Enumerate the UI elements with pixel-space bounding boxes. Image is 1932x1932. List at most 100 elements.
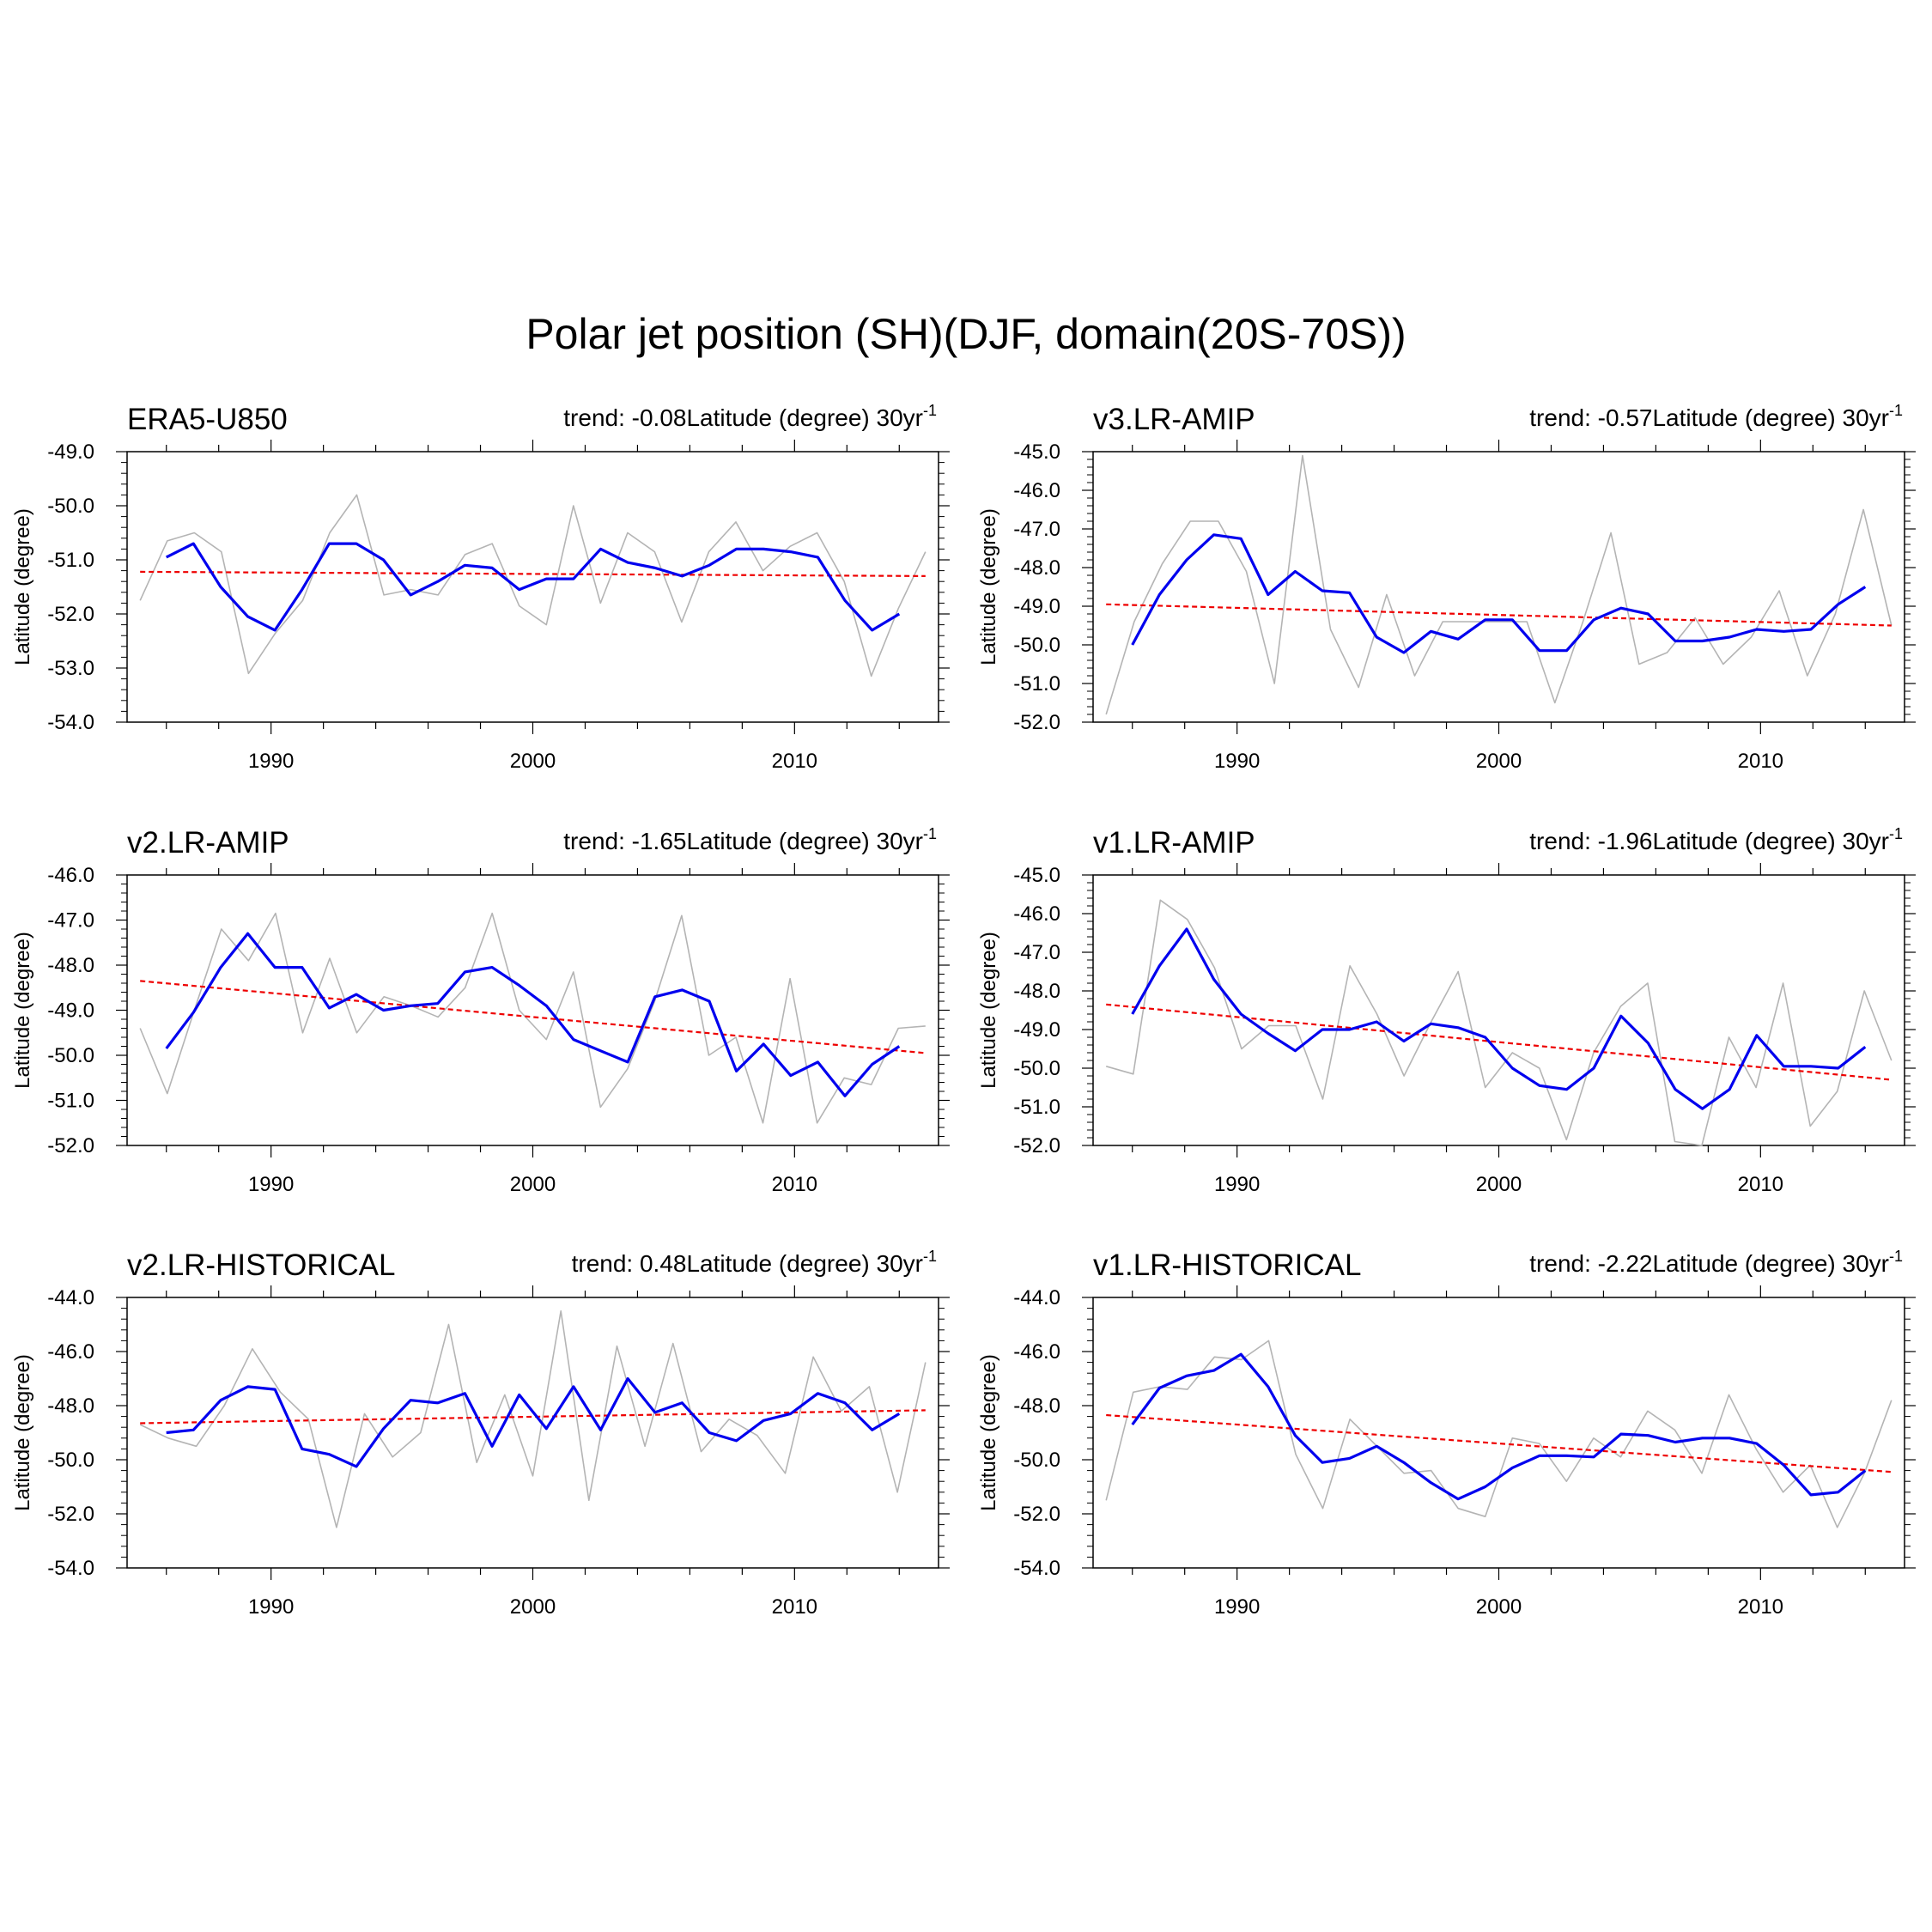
y-tick-label: -46.0 xyxy=(1013,1340,1060,1364)
y-tick-label: -52.0 xyxy=(1013,1134,1060,1157)
y-tick-label: -52.0 xyxy=(1013,1503,1060,1526)
chart-panel-2: v3.LR-AMIP trend: -0.57Latitude (degree) … xyxy=(977,402,1916,773)
plot-frame xyxy=(1092,874,1905,1146)
trend-line xyxy=(1106,603,1892,627)
trend-label: trend: -0.08Latitude (degree) 30yr-1 xyxy=(563,402,937,431)
x-tick-label: 2000 xyxy=(510,750,556,773)
y-tick-label: -52.0 xyxy=(47,1134,94,1157)
chart-panel-3: v2.LR-AMIP trend: -1.65Latitude (degree) … xyxy=(11,825,950,1196)
y-tick-label: -48.0 xyxy=(1013,980,1060,1003)
y-tick-label: -51.0 xyxy=(1013,1096,1060,1119)
y-tick-label: -54.0 xyxy=(47,711,94,734)
trend-label: trend: -1.65Latitude (degree) 30yr-1 xyxy=(563,825,937,854)
chart-panel-4: v1.LR-AMIP trend: -1.96Latitude (degree) … xyxy=(977,825,1916,1196)
y-tick-label: -50.0 xyxy=(1013,634,1060,657)
trend-label: trend: -0.57Latitude (degree) 30yr-1 xyxy=(1529,402,1903,431)
plot-frame xyxy=(1092,451,1905,723)
smoothed-series-line xyxy=(1131,927,1867,1110)
x-tick-label: 2010 xyxy=(772,1595,817,1619)
y-axis-label: Latitude (degree) xyxy=(11,1354,34,1511)
panel-title: v2.LR-HISTORICAL xyxy=(127,1249,396,1282)
y-tick-label: -51.0 xyxy=(47,1090,94,1113)
x-tick-label: 1990 xyxy=(248,750,294,773)
x-tick-label: 2010 xyxy=(772,1173,817,1196)
x-tick-label: 1990 xyxy=(1214,1595,1260,1619)
y-tick-label: -44.0 xyxy=(1013,1286,1060,1309)
y-tick-label: -48.0 xyxy=(47,1394,94,1418)
y-axis-label: Latitude (degree) xyxy=(977,932,1000,1089)
x-tick-label: 2000 xyxy=(1476,750,1522,773)
panel-title: v1.LR-HISTORICAL xyxy=(1093,1249,1362,1282)
x-tick-label: 1990 xyxy=(1214,750,1260,773)
y-tick-label: -52.0 xyxy=(1013,711,1060,734)
x-tick-label: 1990 xyxy=(248,1595,294,1619)
y-tick-label: -44.0 xyxy=(47,1286,94,1309)
x-tick-label: 1990 xyxy=(248,1173,294,1196)
chart-panel-1: ERA5-U850 trend: -0.08Latitude (degree) 3… xyxy=(11,402,950,773)
figure-title: Polar jet position (SH)(DJF, domain(20S-… xyxy=(526,310,1406,358)
y-axis-label: Latitude (degree) xyxy=(977,1354,1000,1511)
raw-series-line xyxy=(139,1310,927,1528)
y-tick-label: -50.0 xyxy=(1013,1449,1060,1472)
raw-series-line xyxy=(1105,1340,1893,1528)
y-tick-label: -52.0 xyxy=(47,1503,94,1526)
y-tick-label: -46.0 xyxy=(47,1340,94,1364)
y-tick-label: -54.0 xyxy=(47,1557,94,1580)
trend-label: trend: -1.96Latitude (degree) 30yr-1 xyxy=(1529,825,1903,854)
y-axis-label: Latitude (degree) xyxy=(11,932,34,1089)
chart-panel-5: v2.LR-HISTORICAL trend: 0.48Latitude (deg… xyxy=(11,1248,950,1619)
y-tick-label: -46.0 xyxy=(1013,479,1060,502)
x-tick-label: 2010 xyxy=(1738,1173,1783,1196)
smoothed-series-line xyxy=(166,1376,901,1468)
panel-title: v1.LR-AMIP xyxy=(1093,826,1255,860)
x-tick-label: 2010 xyxy=(1738,750,1783,773)
y-tick-label: -49.0 xyxy=(1013,595,1060,618)
y-tick-label: -50.0 xyxy=(1013,1057,1060,1080)
smoothed-series-line xyxy=(1131,533,1867,654)
y-axis-label: Latitude (degree) xyxy=(977,508,1000,665)
y-axis-label: Latitude (degree) xyxy=(11,508,34,665)
raw-series-line xyxy=(1105,899,1893,1146)
y-tick-label: -48.0 xyxy=(1013,556,1060,580)
y-tick-label: -50.0 xyxy=(47,1449,94,1472)
smoothed-series-line xyxy=(165,932,901,1097)
trend-line xyxy=(1106,1413,1892,1473)
trend-label: trend: 0.48Latitude (degree) 30yr-1 xyxy=(572,1248,937,1277)
trend-label: trend: -2.22Latitude (degree) 30yr-1 xyxy=(1529,1248,1903,1277)
y-tick-label: -53.0 xyxy=(47,657,94,680)
y-tick-label: -51.0 xyxy=(1013,672,1060,696)
y-tick-label: -49.0 xyxy=(47,999,94,1023)
plot-frame xyxy=(1092,1297,1905,1569)
y-tick-label: -49.0 xyxy=(1013,1018,1060,1042)
raw-series-line xyxy=(139,912,926,1124)
y-tick-label: -48.0 xyxy=(47,954,94,977)
x-tick-label: 2000 xyxy=(1476,1173,1522,1196)
raw-series-line xyxy=(1105,454,1893,715)
panel-title: ERA5-U850 xyxy=(127,403,288,436)
y-tick-label: -46.0 xyxy=(47,864,94,887)
trend-line xyxy=(140,980,926,1054)
x-tick-label: 2000 xyxy=(510,1173,556,1196)
raw-series-line xyxy=(139,494,927,677)
x-tick-label: 1990 xyxy=(1214,1173,1260,1196)
y-tick-label: -45.0 xyxy=(1013,440,1060,464)
trend-line xyxy=(1106,1003,1892,1081)
y-tick-label: -46.0 xyxy=(1013,902,1060,926)
panel-title: v3.LR-AMIP xyxy=(1093,403,1255,436)
panel-title: v2.LR-AMIP xyxy=(127,826,289,860)
y-tick-label: -45.0 xyxy=(1013,864,1060,887)
x-tick-label: 2010 xyxy=(772,750,817,773)
plot-frame xyxy=(126,874,939,1146)
x-tick-label: 2000 xyxy=(1476,1595,1522,1619)
y-tick-label: -47.0 xyxy=(1013,518,1060,541)
y-tick-label: -48.0 xyxy=(1013,1394,1060,1418)
y-tick-label: -50.0 xyxy=(47,495,94,518)
smoothed-series-line xyxy=(165,542,901,632)
trend-line xyxy=(140,570,926,578)
y-tick-label: -52.0 xyxy=(47,603,94,626)
y-tick-label: -49.0 xyxy=(47,440,94,464)
plot-frame xyxy=(126,1297,939,1569)
smoothed-series-line xyxy=(1131,1352,1867,1501)
y-tick-label: -51.0 xyxy=(47,549,94,572)
